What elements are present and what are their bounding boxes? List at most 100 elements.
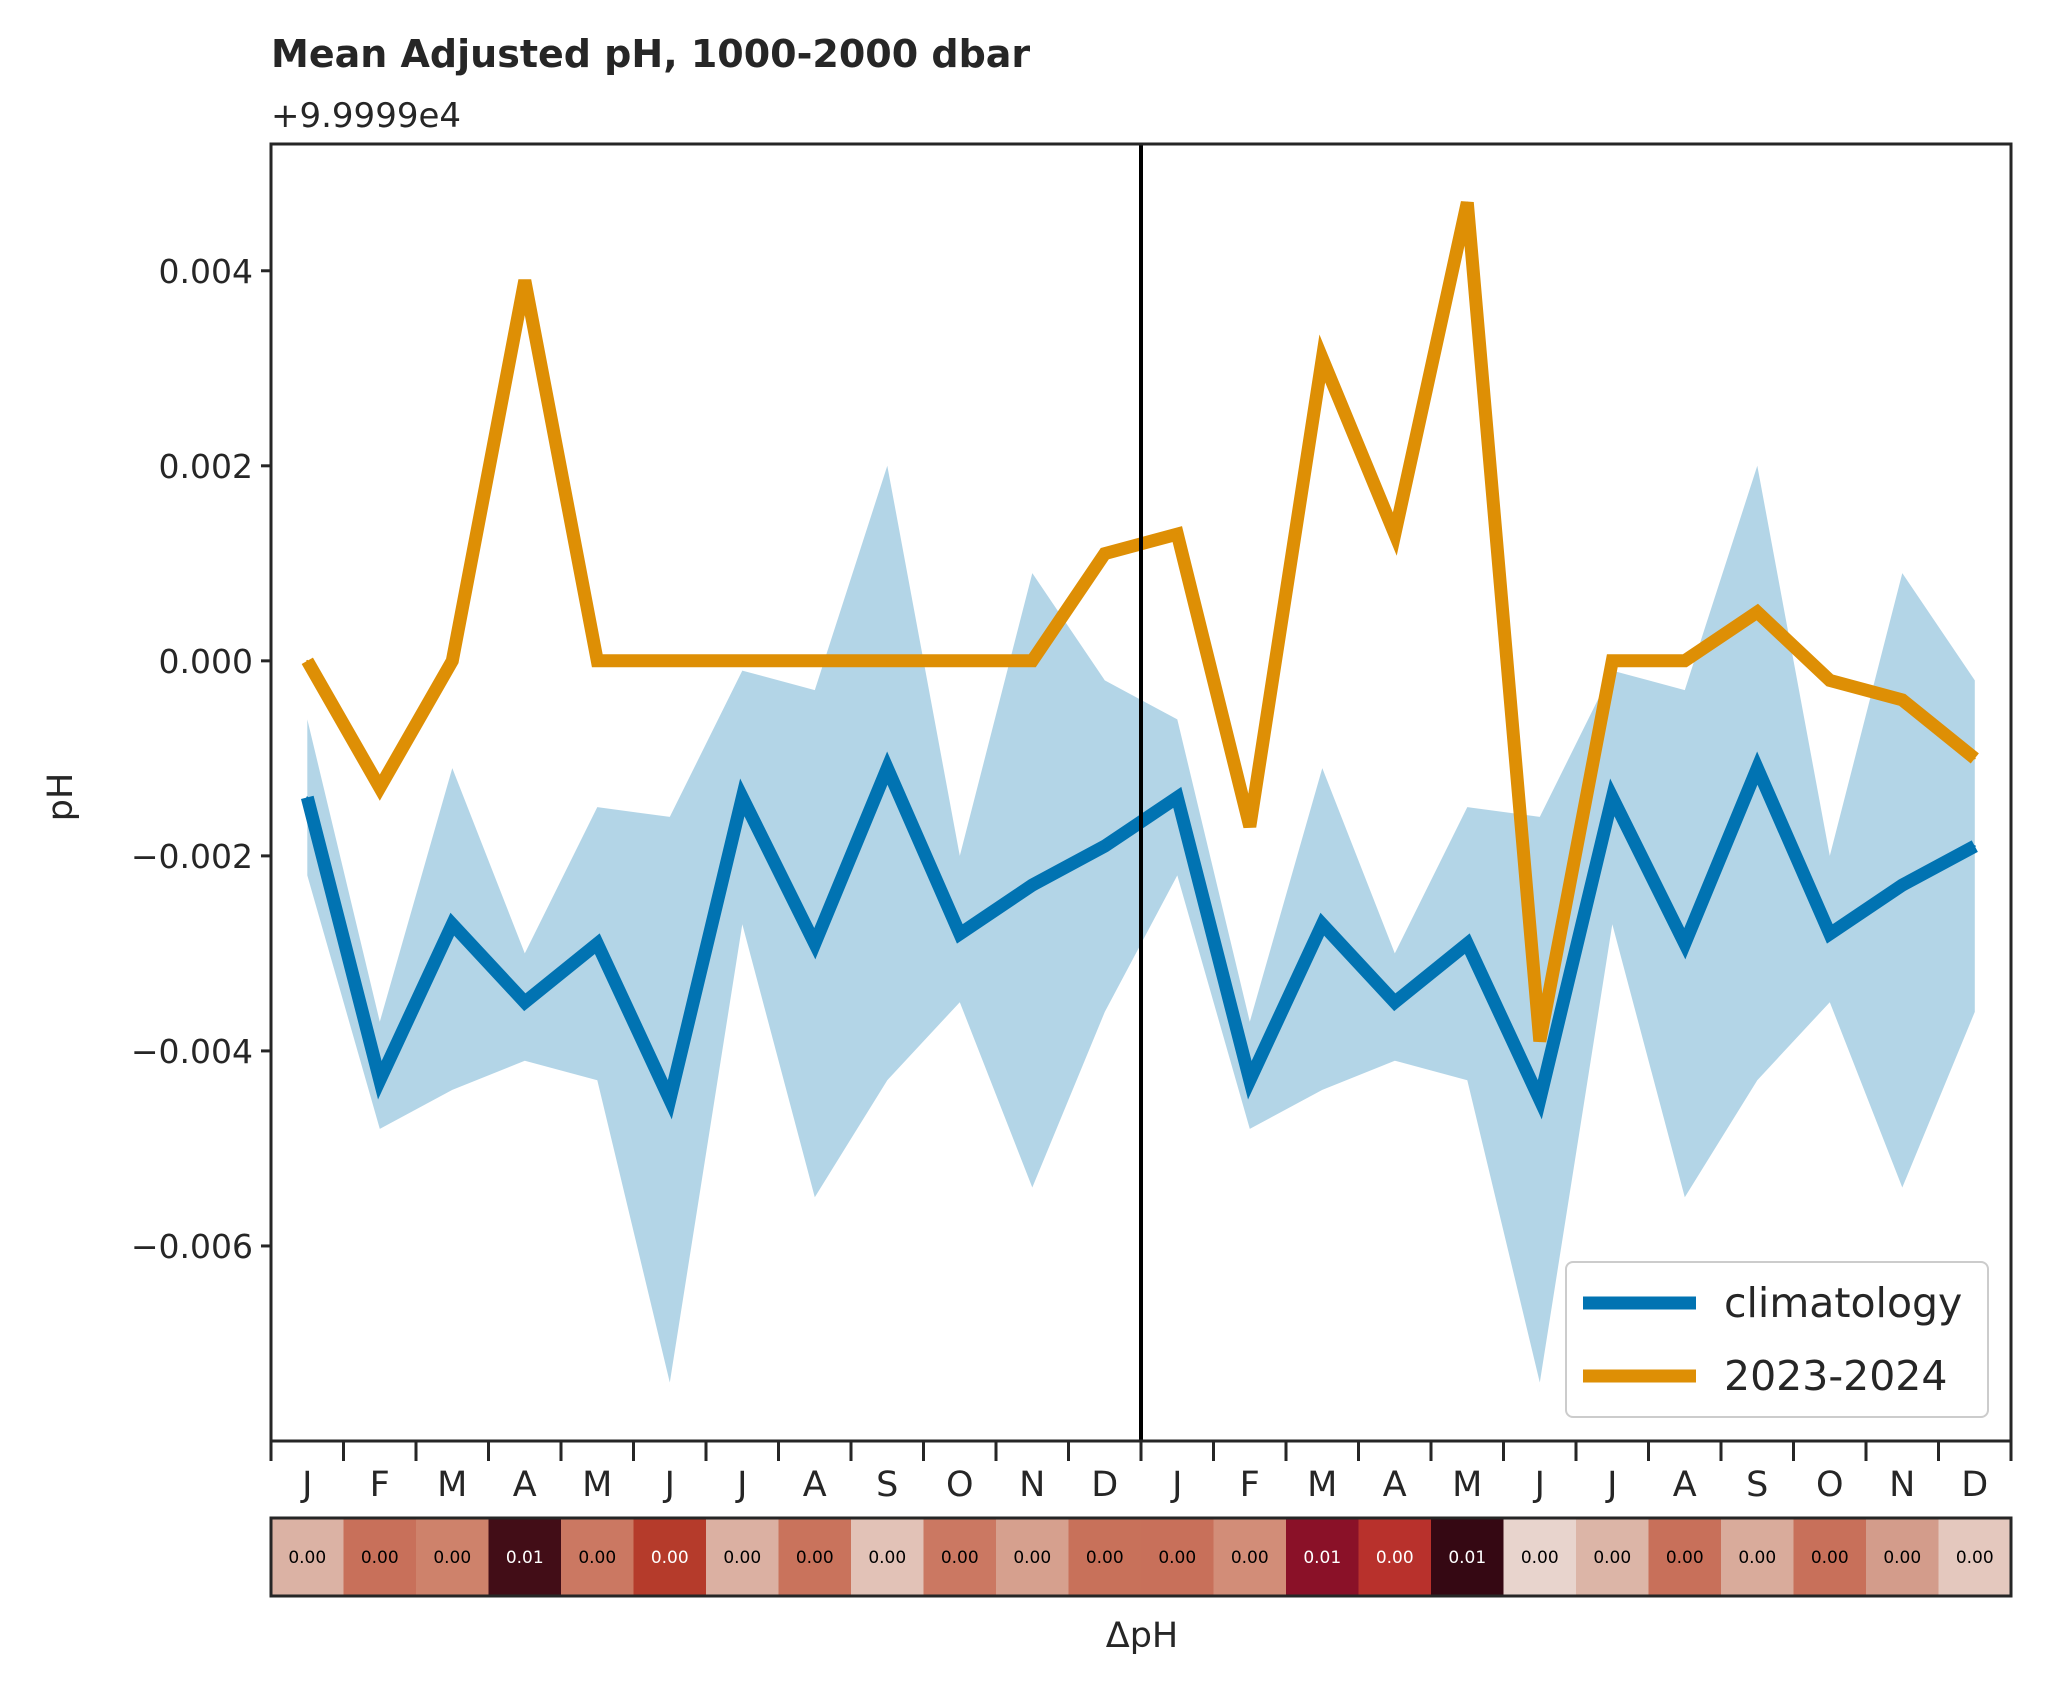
data-point-2023-2024-17 xyxy=(1538,1040,1541,1043)
heatmap-cell xyxy=(416,1518,489,1596)
x-tick-label-month: J xyxy=(300,1465,312,1505)
x-tick-label-month: A xyxy=(1383,1465,1407,1505)
data-point-2023-2024-16 xyxy=(1466,201,1469,204)
heatmap-cell xyxy=(1431,1518,1504,1596)
data-point-2023-2024-12 xyxy=(1176,533,1179,536)
heatmap-cell xyxy=(706,1518,779,1596)
heatmap-cell xyxy=(778,1518,852,1596)
data-point-climatology-6 xyxy=(741,796,744,799)
data-point-climatology-0 xyxy=(306,796,309,799)
legend: climatology 2023-2024 xyxy=(1565,1261,1989,1418)
x-tick-label-month: J xyxy=(1170,1465,1182,1505)
data-point-2023-2024-23 xyxy=(1973,757,1976,760)
heatmap-cell xyxy=(1793,1518,1867,1596)
data-point-climatology-10 xyxy=(1031,884,1034,887)
data-point-climatology-11 xyxy=(1103,845,1106,848)
heatmap-cell-value: 0.00 xyxy=(1956,1548,1994,1568)
y-tick-label: −0.006 xyxy=(131,1227,253,1266)
data-point-2023-2024-13 xyxy=(1248,825,1251,828)
x-tick-label-month: J xyxy=(1533,1465,1545,1505)
heatmap-cell xyxy=(851,1518,924,1596)
data-point-climatology-22 xyxy=(1901,884,1904,887)
data-point-2023-2024-4 xyxy=(596,659,599,662)
x-tick-label-month: D xyxy=(1961,1465,1988,1505)
data-point-climatology-13 xyxy=(1248,1079,1251,1082)
heatmap-cell xyxy=(1721,1518,1794,1596)
x-tick-label-month: M xyxy=(582,1465,612,1505)
data-point-2023-2024-20 xyxy=(1756,611,1759,614)
data-point-climatology-2 xyxy=(451,923,454,926)
heatmap-cell xyxy=(271,1518,344,1596)
heatmap-cell-value: 0.00 xyxy=(796,1548,834,1568)
x-tick-label-month: S xyxy=(1746,1465,1768,1505)
chart-title: Mean Adjusted pH, 1000-2000 dbar xyxy=(271,32,1030,76)
x-tick-label-month: J xyxy=(1605,1465,1617,1505)
data-point-climatology-9 xyxy=(958,932,961,935)
heatmap-cell-value: 0.01 xyxy=(1448,1548,1486,1568)
data-point-climatology-16 xyxy=(1466,942,1469,945)
data-point-climatology-23 xyxy=(1973,845,1976,848)
heatmap-cell-value: 0.00 xyxy=(1593,1548,1631,1568)
heatmap-cell-value: 0.00 xyxy=(1086,1548,1124,1568)
y-axis-label: pH xyxy=(41,773,81,822)
heatmap-cell-value: 0.00 xyxy=(361,1548,399,1568)
heatmap-cell xyxy=(996,1518,1069,1596)
delta-ph-heatmap: 0.00 0.00 0.00 0.01 0.00 0.00 0.00 0.00 0.00 0.00… xyxy=(269,1516,2013,1598)
data-point-climatology-21 xyxy=(1828,932,1831,935)
y-tick-label: −0.004 xyxy=(131,1032,253,1071)
y-tick-label: 0.002 xyxy=(159,447,253,486)
x-tick-label-month: A xyxy=(513,1465,537,1505)
heatmap-cell-value: 0.00 xyxy=(651,1548,689,1568)
heatmap-cell xyxy=(633,1518,707,1596)
heatmap-cell-value: 0.00 xyxy=(1521,1548,1559,1568)
data-point-climatology-3 xyxy=(523,1001,526,1004)
y-tick-label: −0.002 xyxy=(131,837,253,876)
data-point-2023-2024-7 xyxy=(813,659,816,662)
heatmap-cell xyxy=(1576,1518,1649,1596)
heatmap-cell xyxy=(923,1518,997,1596)
data-point-climatology-19 xyxy=(1683,942,1686,945)
data-point-2023-2024-3 xyxy=(523,279,526,282)
heatmap-cell-value: 0.00 xyxy=(1811,1548,1849,1568)
heatmap-cell-value: 0.00 xyxy=(1231,1548,1269,1568)
heatmap-cell-value: 0.00 xyxy=(1883,1548,1921,1568)
heatmap-cell xyxy=(1358,1518,1432,1596)
x-tick-label-month: O xyxy=(946,1465,974,1505)
heatmap-cell-value: 0.00 xyxy=(1158,1548,1196,1568)
heatmap-cell xyxy=(488,1518,562,1596)
data-point-climatology-17 xyxy=(1538,1098,1541,1101)
legend-label-2023-2024: 2023-2024 xyxy=(1724,1352,1947,1400)
heatmap-cell-value: 0.00 xyxy=(578,1548,616,1568)
heatmap-cell-value: 0.01 xyxy=(1303,1548,1341,1568)
data-point-2023-2024-22 xyxy=(1901,698,1904,701)
legend-label-climatology: climatology xyxy=(1724,1279,1962,1327)
data-point-climatology-14 xyxy=(1321,923,1324,926)
x-tick-label-month: M xyxy=(437,1465,467,1505)
heatmap-cell xyxy=(343,1518,417,1596)
heatmap-cell xyxy=(1141,1518,1214,1596)
heatmap-cell-value: 0.01 xyxy=(506,1548,544,1568)
x-tick-label-month: N xyxy=(1889,1465,1915,1505)
heatmap-frame xyxy=(269,1516,2013,1598)
data-point-climatology-18 xyxy=(1611,796,1614,799)
x-tick-label-month: O xyxy=(1816,1465,1844,1505)
data-point-2023-2024-18 xyxy=(1611,659,1614,662)
heatmap-cell-value: 0.00 xyxy=(723,1548,761,1568)
x-tick-label-month: A xyxy=(1673,1465,1697,1505)
heatmap-cell xyxy=(1068,1518,1142,1596)
heatmap-cell xyxy=(1866,1518,1939,1596)
heatmap-cell-value: 0.00 xyxy=(1376,1548,1414,1568)
data-point-climatology-15 xyxy=(1393,1001,1396,1004)
x-tick-label-month: A xyxy=(803,1465,827,1505)
data-point-2023-2024-21 xyxy=(1828,679,1831,682)
x-tick-label-month: M xyxy=(1452,1465,1482,1505)
data-point-2023-2024-2 xyxy=(451,659,454,662)
heatmap-cell-value: 0.00 xyxy=(941,1548,979,1568)
heatmap-cell-value: 0.00 xyxy=(433,1548,471,1568)
data-point-2023-2024-11 xyxy=(1103,552,1106,555)
heatmap-cell-value: 0.00 xyxy=(1738,1548,1776,1568)
y-axis-ticks: 0.004 0.002 0.000 −0.002 −0.004 −0.006 xyxy=(131,252,271,1266)
x-tick-label-month: M xyxy=(1307,1465,1337,1505)
x-tick-label-month: F xyxy=(1240,1465,1260,1505)
